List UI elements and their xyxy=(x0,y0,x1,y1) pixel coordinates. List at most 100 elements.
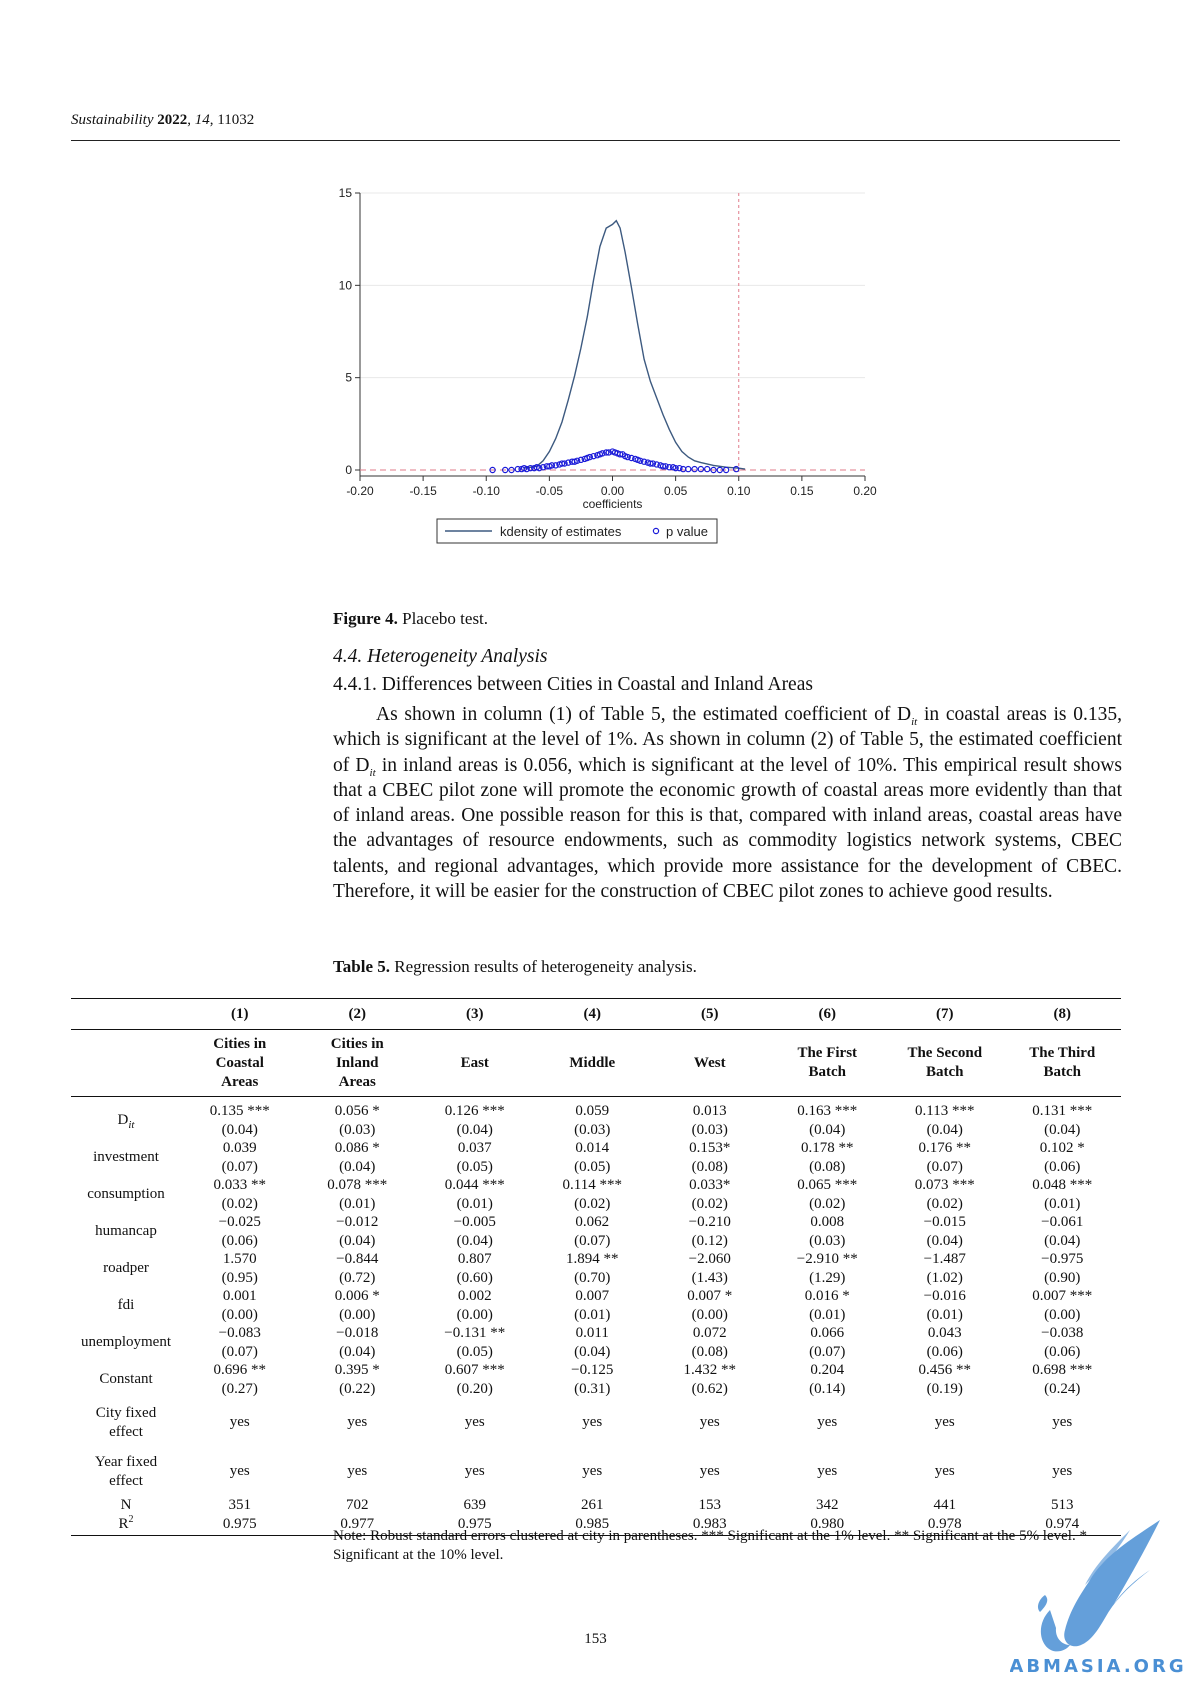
se-cell: (0.01) xyxy=(339,1195,376,1212)
coef-cell: 0.204 xyxy=(810,1362,845,1378)
r2-cell: 0.978 xyxy=(886,1514,1004,1536)
coef-cell: 0.044 *** xyxy=(444,1177,505,1193)
coef-cell: 1.894 ** xyxy=(566,1251,619,1267)
col-name-line: The Third xyxy=(1029,1045,1096,1061)
col-name-line: Coastal xyxy=(215,1054,264,1071)
p-value-point xyxy=(685,465,692,473)
x-tick-label: 0.20 xyxy=(853,484,877,498)
coef-cell: 0.102 * xyxy=(1039,1140,1085,1156)
se-cell: (0.07) xyxy=(221,1158,258,1175)
fe-cell: yes xyxy=(582,1414,603,1431)
r2-label: R2 xyxy=(71,1513,181,1536)
col-number: (5) xyxy=(651,998,769,1030)
coef-cell: −0.844 xyxy=(336,1251,379,1267)
row-label-text: Constant xyxy=(99,1371,153,1388)
se-cell: (0.12) xyxy=(691,1232,728,1249)
coef-cell: 0.007 xyxy=(575,1288,610,1304)
fe-cell: yes xyxy=(347,1463,368,1480)
fe-cell: yes xyxy=(229,1463,250,1480)
se-cell: (0.07) xyxy=(926,1158,963,1175)
p-value-point xyxy=(599,450,606,457)
stub-header xyxy=(71,1029,181,1097)
coef-cell: 0.395 * xyxy=(334,1362,380,1378)
coef-cell: 0.008 xyxy=(810,1214,845,1230)
col-name: The Second Batch xyxy=(886,1029,1004,1097)
n-cell: 261 xyxy=(581,1497,604,1513)
coef-cell: 1.570 xyxy=(222,1251,257,1267)
p-value-point xyxy=(647,460,654,467)
coef-cell: 0.014 xyxy=(575,1140,610,1156)
se-cell: (0.08) xyxy=(691,1158,728,1175)
col-name-line: Batch xyxy=(1043,1064,1082,1080)
col-name: West xyxy=(651,1029,769,1097)
col-name-line: Batch xyxy=(926,1064,964,1080)
coef-cell: −0.975 xyxy=(1041,1251,1084,1267)
n-cell: 513 xyxy=(1051,1497,1074,1513)
col-name: The Third Batch xyxy=(1003,1029,1121,1097)
coef-cell: 0.056 * xyxy=(334,1103,380,1119)
coef-cell: 0.016 * xyxy=(804,1288,850,1304)
r2-cell: 0.974 xyxy=(1003,1514,1121,1536)
col-number: (3) xyxy=(416,998,534,1030)
p-value-point xyxy=(628,454,635,462)
coef-cell: 0.007 * xyxy=(687,1288,733,1304)
p-value-point xyxy=(489,466,496,474)
se-cell: (0.03) xyxy=(809,1232,846,1249)
col-name-line: West xyxy=(693,1054,726,1071)
p-value-point xyxy=(527,464,534,472)
figure-caption: Figure 4. Placebo test. xyxy=(333,609,488,629)
row-label: unemployment xyxy=(71,1324,181,1361)
se-cell: (0.06) xyxy=(926,1343,963,1360)
griffin-icon xyxy=(1037,1520,1160,1652)
col-name: Cities in Coastal Areas xyxy=(181,1029,299,1097)
p-value-point xyxy=(523,465,530,473)
col-name-line: Inland xyxy=(335,1054,379,1071)
n-cell: 639 xyxy=(463,1497,487,1513)
coef-cell: 0.113 *** xyxy=(915,1103,975,1119)
p-value-point xyxy=(733,465,740,473)
r2-label-sup: 2 xyxy=(128,1513,134,1525)
para-part-2: in coastal areas is 0.135, which is sign… xyxy=(333,704,1122,776)
row-label-text: fdi xyxy=(117,1297,135,1314)
fe-cell: yes xyxy=(817,1414,838,1431)
para-sub-2: it xyxy=(369,766,376,779)
running-header: Sustainability 2022, 14, 11032 xyxy=(71,112,255,128)
p-value-point xyxy=(691,465,698,473)
coef-cell: 0.066 xyxy=(810,1325,845,1341)
n-cell: 441 xyxy=(933,1497,957,1513)
col-name: The First Batch xyxy=(768,1029,886,1097)
se-cell: (0.04) xyxy=(926,1232,963,1249)
coef-cell: 0.037 xyxy=(457,1140,492,1156)
se-cell: (0.04) xyxy=(574,1343,611,1360)
se-cell: (0.27) xyxy=(221,1380,258,1397)
se-cell: (0.04) xyxy=(339,1158,376,1175)
coef-cell: 0.114 *** xyxy=(562,1177,622,1193)
fe-cell: yes xyxy=(817,1463,838,1480)
se-cell: (0.02) xyxy=(574,1195,611,1212)
fe-cell: yes xyxy=(699,1414,720,1431)
col-name-line: The First xyxy=(797,1045,858,1061)
r2-label-text: R xyxy=(118,1515,129,1532)
p-value-point xyxy=(558,460,566,467)
fe-cell: yes xyxy=(699,1463,720,1480)
coef-cell: −0.131 ** xyxy=(444,1325,506,1341)
r2-cell: 0.975 xyxy=(181,1514,299,1536)
coef-cell: −0.016 xyxy=(923,1288,966,1304)
p-value-point xyxy=(649,460,657,467)
se-cell: (0.95) xyxy=(221,1269,258,1286)
se-cell: (0.31) xyxy=(574,1380,611,1397)
p-value-point xyxy=(501,466,509,474)
p-value-point xyxy=(716,466,724,474)
col-name-line: East xyxy=(460,1054,489,1071)
coef-cell: 0.033* xyxy=(689,1177,731,1193)
x-tick-label: 0.10 xyxy=(727,484,751,498)
para-sub-1: it xyxy=(911,715,918,728)
se-cell: (0.00) xyxy=(456,1306,493,1323)
y-tick-label: 10 xyxy=(339,278,353,292)
se-cell: (0.19) xyxy=(926,1380,963,1397)
se-cell: (0.01) xyxy=(574,1306,611,1323)
coef-cell: 0.078 *** xyxy=(327,1177,388,1193)
watermark-logo: ABMASIA.ORG xyxy=(1010,1520,1184,1677)
legend-box xyxy=(436,518,718,544)
p-value-point xyxy=(586,453,593,461)
